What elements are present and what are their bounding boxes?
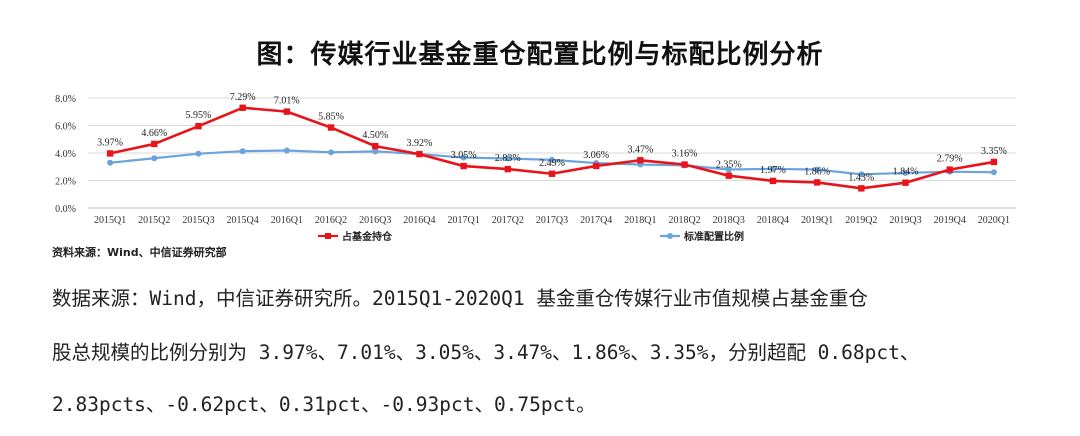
line-chart: 0.0%2.0%4.0%6.0%8.0% 2015Q1 2015Q2 2015Q3 2… <box>55 92 1016 243</box>
data-label: 1.84% <box>893 167 919 178</box>
data-point <box>946 166 953 173</box>
data-label: 3.97% <box>97 137 123 148</box>
x-tick-label: 2015Q2 <box>138 215 170 226</box>
data-point <box>239 104 246 111</box>
data-label: 3.06% <box>583 150 609 161</box>
data-label: 3.47% <box>627 144 653 155</box>
legend-marker <box>325 233 331 239</box>
data-point <box>416 150 423 158</box>
data-label: 1.97% <box>760 165 786 176</box>
data-point <box>283 147 290 154</box>
source-note: 资料来源：Wind、中信证券研究部 <box>52 246 227 259</box>
data-point <box>725 166 732 173</box>
x-tick-label: 2017Q3 <box>536 215 568 226</box>
x-tick-label: 2018Q1 <box>624 215 656 226</box>
data-point <box>592 162 600 170</box>
x-axis: 2015Q1 2015Q2 2015Q3 2015Q4 2016Q1 2016Q2 2016… <box>94 215 1010 226</box>
data-point <box>902 179 909 186</box>
data-label: 3.16% <box>672 149 698 160</box>
x-tick-label: 2017Q2 <box>492 215 524 226</box>
x-tick-label: 2015Q3 <box>182 215 214 226</box>
legend-label: 占基金持仓 <box>342 230 393 243</box>
legend-marker <box>667 233 673 239</box>
data-point <box>681 161 688 168</box>
data-point <box>372 148 379 155</box>
data-point <box>195 122 202 130</box>
x-tick-label: 2017Q1 <box>448 215 480 226</box>
y-tick-label: 0.0% <box>55 204 76 215</box>
chart-title: 图：传媒行业基金重仓配置比例与标配比例分析 <box>256 40 824 70</box>
x-tick-label: 2016Q3 <box>359 215 391 226</box>
x-tick-label: 2015Q1 <box>94 215 126 226</box>
x-tick-label: 2016Q1 <box>271 215 303 226</box>
x-tick-label: 2019Q3 <box>889 215 921 226</box>
data-point <box>769 165 776 172</box>
x-tick-label: 2020Q1 <box>978 215 1010 226</box>
data-label: 4.66% <box>141 128 167 139</box>
data-point <box>769 177 777 185</box>
x-tick-label: 2019Q4 <box>934 215 966 226</box>
x-tick-label: 2019Q1 <box>801 215 833 226</box>
data-point <box>858 185 865 192</box>
data-label: 1.43% <box>848 172 874 183</box>
data-point <box>990 158 998 166</box>
paragraph-line-2: 股总规模的比例分别为 3.97%、7.01%、3.05%、3.47%、1.86%… <box>52 341 920 364</box>
data-point <box>504 155 511 162</box>
legend-label: 标准配置比例 <box>683 230 744 243</box>
data-point <box>549 156 555 163</box>
data-label: 4.50% <box>362 130 388 141</box>
data-point <box>902 169 909 176</box>
data-label: 1.86% <box>804 166 830 177</box>
data-label: 3.35% <box>981 146 1007 157</box>
data-label: 3.05% <box>451 150 477 161</box>
data-label: 7.01% <box>274 96 300 107</box>
data-label: 2.79% <box>937 154 963 165</box>
data-point <box>990 169 997 176</box>
data-point <box>151 155 158 162</box>
y-tick-label: 2.0% <box>55 177 76 188</box>
data-point <box>637 157 644 164</box>
data-point <box>858 171 865 178</box>
x-tick-label: 2018Q4 <box>757 215 789 226</box>
paragraph-line-3: 2.83pcts、-0.62pct、0.31pct、-0.93pct、0.75p… <box>52 393 596 416</box>
x-tick-label: 2017Q4 <box>580 215 612 226</box>
data-label: 2.49% <box>539 158 565 169</box>
data-point <box>283 108 291 115</box>
data-label: 7.29% <box>230 92 256 103</box>
data-point <box>504 165 512 173</box>
y-tick-label: 6.0% <box>55 122 76 133</box>
x-tick-label: 2016Q4 <box>403 215 435 226</box>
data-point <box>327 124 335 131</box>
data-label: 2.35% <box>716 160 742 171</box>
data-point <box>813 179 821 186</box>
data-point <box>548 170 556 177</box>
data-label: 3.92% <box>407 138 433 149</box>
data-point <box>725 172 732 179</box>
series <box>106 104 998 192</box>
paragraph-line-1: 数据来源：Wind，中信证券研究所。2015Q1-2020Q1 基金重仓传媒行业… <box>52 287 868 310</box>
y-tick-label: 4.0% <box>55 149 76 160</box>
data-point <box>106 150 114 157</box>
data-point <box>151 140 158 148</box>
data-label: 2.83% <box>495 153 521 164</box>
data-labels: 3.97% 4.66% 5.95% 7.29% 7.01% 5.85% 4.50% 3.92%… <box>97 92 1007 184</box>
x-tick-label: 2016Q2 <box>315 215 347 226</box>
x-tick-label: 2018Q3 <box>713 215 745 226</box>
x-tick-label: 2019Q2 <box>845 215 877 226</box>
x-tick-label: 2015Q4 <box>227 215 259 226</box>
data-point <box>328 149 335 156</box>
x-tick-label: 2018Q2 <box>668 215 700 226</box>
data-point <box>460 154 467 161</box>
data-point <box>460 162 467 170</box>
data-point <box>239 148 246 155</box>
data-point <box>814 166 821 173</box>
data-label: 5.85% <box>318 112 344 123</box>
data-point <box>372 142 379 150</box>
data-point <box>107 159 114 166</box>
legend: 占基金持仓 标准配置比例 <box>318 230 744 243</box>
data-label: 5.95% <box>186 110 212 121</box>
data-point <box>195 150 202 157</box>
y-tick-label: 8.0% <box>55 94 76 105</box>
y-axis: 0.0% 2.0% 4.0% 6.0% 8.0% <box>55 94 76 215</box>
